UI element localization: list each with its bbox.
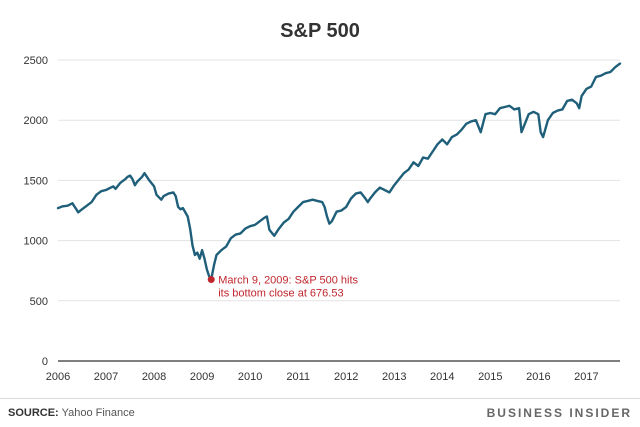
x-tick-label: 2006 [46,371,70,383]
x-tick-label: 2014 [430,371,454,383]
y-tick-label: 0 [42,356,48,368]
source-note: SOURCE: Yahoo Finance [8,407,135,419]
source-label: SOURCE: [8,407,59,419]
x-tick-label: 2017 [574,371,598,383]
series-line-sp500 [56,62,622,281]
x-tick-label: 2015 [478,371,502,383]
x-tick-label: 2008 [142,371,166,383]
brand-logo: BUSINESS INSIDER [486,406,632,420]
x-tick-label: 2013 [382,371,406,383]
x-tick-label: 2012 [334,371,358,383]
annotation-line-1: March 9, 2009: S&P 500 hits [218,275,358,287]
annotation-line-2: its bottom close at 676.53 [218,288,343,300]
y-tick-label: 1000 [24,236,48,248]
source-text: Yahoo Finance [58,407,135,419]
y-tick-label: 500 [30,296,48,308]
chart-title: S&P 500 [280,20,360,42]
footer: SOURCE: Yahoo Finance BUSINESS INSIDER [0,398,640,427]
x-tick-label: 2011 [286,371,310,383]
x-tick-label: 2010 [238,371,262,383]
x-tick-label: 2007 [94,371,118,383]
y-tick-label: 2500 [24,55,48,67]
bottom-marker [207,276,215,284]
y-tick-label: 1500 [24,175,48,187]
x-tick-label: 2016 [526,371,550,383]
y-axis-ticks: 2500 2000 1500 1000 500 0 [24,55,48,368]
x-axis-ticks: 2006 2007 2008 2009 2010 2011 2012 2013 2014 2015… [46,371,599,383]
grid [58,59,620,362]
x-tick-label: 2009 [190,371,214,383]
y-tick-label: 2000 [24,115,48,127]
